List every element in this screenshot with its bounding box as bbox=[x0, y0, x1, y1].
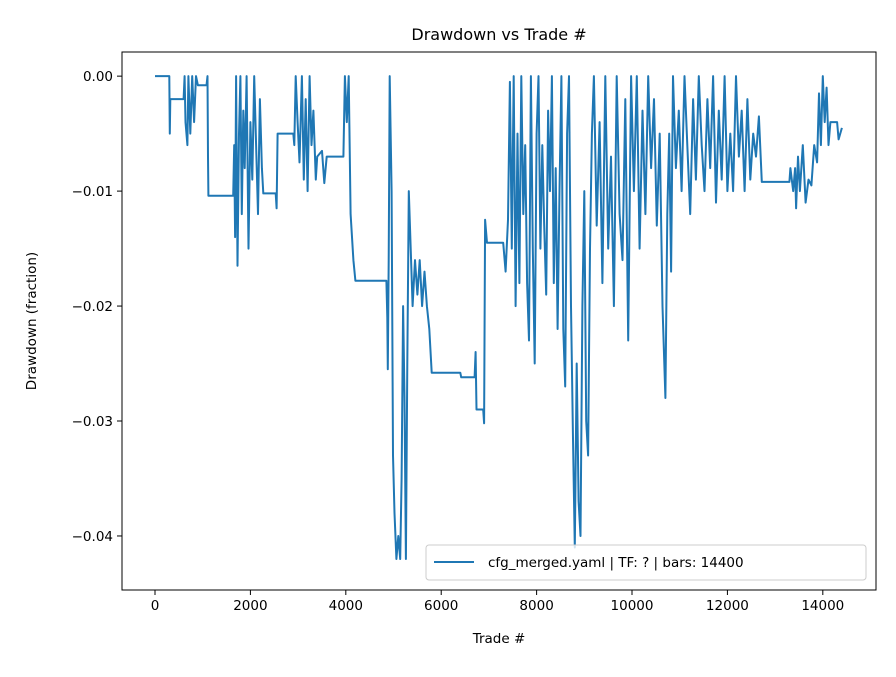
x-tick-label: 6000 bbox=[424, 598, 458, 614]
y-tick-label: −0.01 bbox=[72, 184, 113, 200]
x-axis-label: Trade # bbox=[472, 631, 526, 647]
y-axis-label: Drawdown (fraction) bbox=[24, 252, 40, 390]
y-tick-label: −0.03 bbox=[72, 414, 113, 430]
y-tick-label: −0.04 bbox=[72, 529, 113, 545]
legend: cfg_merged.yaml | TF: ? | bars: 14400 bbox=[425, 544, 867, 581]
x-tick-label: 10000 bbox=[611, 598, 654, 614]
y-tick-label: 0.00 bbox=[83, 69, 113, 85]
x-tick-label: 2000 bbox=[233, 598, 267, 614]
plot-frame bbox=[121, 51, 877, 591]
x-tick-label: 14000 bbox=[801, 598, 844, 614]
x-tick-label: 4000 bbox=[329, 598, 363, 614]
y-tick-label: −0.02 bbox=[72, 299, 113, 315]
legend-box bbox=[425, 544, 867, 581]
x-tick-label: 8000 bbox=[519, 598, 553, 614]
legend-label: cfg_merged.yaml | TF: ? | bars: 14400 bbox=[488, 555, 744, 571]
chart-title: Drawdown vs Trade # bbox=[411, 25, 586, 44]
x-tick-label: 12000 bbox=[706, 598, 749, 614]
series-line bbox=[155, 75, 843, 560]
x-tick-label: 0 bbox=[151, 598, 160, 614]
